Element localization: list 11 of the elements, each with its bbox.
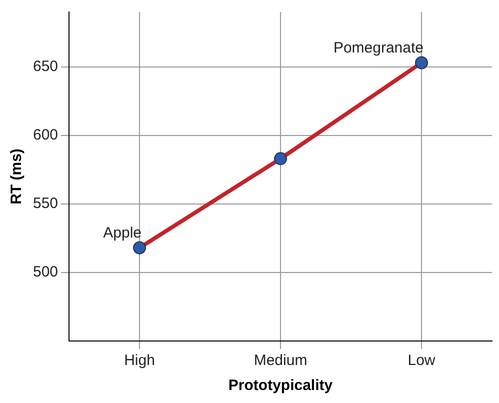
annotation: Pomegranate bbox=[333, 39, 424, 56]
y-tick-label: 550 bbox=[32, 195, 58, 212]
x-tick-label: High bbox=[124, 352, 155, 370]
x-tick-label: Medium bbox=[254, 352, 308, 370]
y-tick-label: 650 bbox=[32, 58, 58, 75]
y-tick-label: 600 bbox=[32, 126, 58, 144]
y-axis-title: RT (ms) bbox=[8, 148, 26, 204]
x-axis-title: Prototypicality bbox=[228, 377, 334, 394]
y-tick-label: 500 bbox=[32, 264, 58, 281]
annotation: Apple bbox=[103, 224, 142, 242]
x-tick-label: Low bbox=[408, 352, 436, 370]
